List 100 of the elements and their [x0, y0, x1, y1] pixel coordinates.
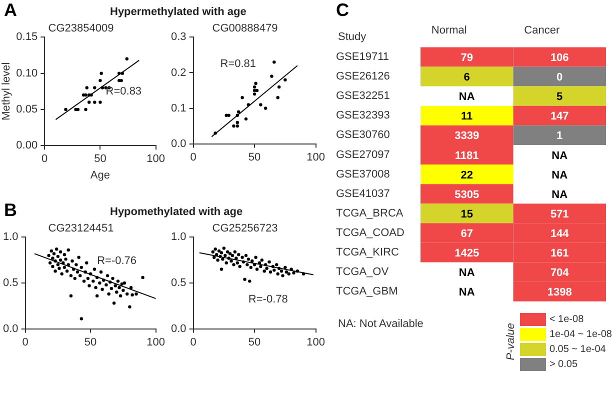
- point: [246, 103, 250, 106]
- point: [236, 114, 240, 117]
- point: [265, 266, 268, 270]
- text: A: [4, 0, 17, 21]
- point: [234, 256, 238, 260]
- data-label: 1: [556, 130, 563, 142]
- annotation: NA: [458, 267, 475, 280]
- point: [76, 108, 80, 112]
- x-tick-label: 0: [22, 336, 28, 348]
- y-tick-label: GSE32251: [336, 90, 390, 102]
- point: [248, 280, 252, 283]
- point: [64, 108, 68, 112]
- x-tick-label: 0: [190, 336, 196, 348]
- point: [270, 74, 274, 78]
- text: Hypomethylated with age: [110, 206, 243, 218]
- point: [264, 106, 268, 110]
- point: [254, 256, 258, 259]
- point: [276, 272, 280, 276]
- text: B: [4, 200, 17, 221]
- point: [220, 251, 224, 254]
- point: [280, 269, 284, 273]
- chart-title: CG00888479: [212, 22, 278, 35]
- point: [216, 258, 220, 262]
- y-tick-label: 0.3: [170, 31, 186, 44]
- text: C: [336, 0, 349, 21]
- point: [302, 272, 306, 276]
- point: [290, 268, 293, 271]
- point: [252, 92, 256, 96]
- point: [243, 278, 246, 281]
- point: [217, 249, 221, 253]
- point: [232, 263, 236, 266]
- point: [87, 93, 91, 97]
- text: Hypermethylated with age: [110, 6, 246, 18]
- y-tick-label: GSE26126: [336, 70, 390, 83]
- point: [82, 93, 86, 97]
- legend-label: < 1e-08: [549, 314, 584, 325]
- point: [84, 108, 88, 112]
- y-tick-label: 1.0: [2, 231, 18, 244]
- point: [98, 100, 102, 104]
- x-tick-label: Cancer: [524, 24, 560, 37]
- point: [118, 72, 121, 75]
- data-label: 704: [550, 267, 570, 280]
- annotation: R=0.83: [106, 86, 142, 98]
- point: [277, 266, 281, 270]
- point: [98, 78, 102, 82]
- point: [262, 269, 266, 273]
- data-label: 15: [460, 208, 473, 220]
- point: [276, 96, 280, 100]
- y-tick-label: GSE27097: [336, 148, 390, 161]
- data-label: 5: [556, 91, 563, 104]
- annotation: R=-0.76: [97, 255, 137, 268]
- point: [268, 270, 272, 274]
- x-tick-label: 50: [84, 336, 97, 348]
- point: [212, 256, 216, 259]
- point: [230, 259, 233, 263]
- y-tick-label: 0.00: [16, 140, 38, 152]
- y-tick-label: 0.0: [2, 322, 18, 335]
- x-tick-label: 100: [146, 153, 166, 166]
- x-tick-label: 50: [248, 151, 261, 164]
- legend-title: P-value: [505, 323, 518, 361]
- point: [224, 254, 227, 258]
- point: [240, 96, 244, 100]
- data-label: 3339: [454, 130, 480, 142]
- point: [100, 86, 104, 90]
- x-tick-label: 50: [248, 336, 261, 348]
- point: [271, 264, 275, 268]
- y-tick-label: GSE30760: [336, 129, 390, 142]
- data-label: 5305: [454, 188, 480, 201]
- legend-label: > 0.05: [549, 359, 578, 370]
- point: [222, 246, 226, 250]
- y-tick-label: 1.0: [170, 231, 186, 244]
- annotation: NA: [552, 150, 568, 162]
- point: [287, 272, 290, 276]
- y-tick-label: 0.10: [16, 67, 38, 80]
- point: [259, 103, 262, 106]
- data-label: 106: [550, 52, 569, 64]
- point: [218, 254, 222, 258]
- point: [292, 271, 296, 275]
- annotation: R=-0.78: [248, 294, 288, 306]
- legend-label: 0.05 ~ 1e-04: [549, 344, 606, 355]
- data-label: 1181: [454, 150, 479, 162]
- point: [237, 110, 240, 114]
- data-label: 67: [460, 228, 473, 240]
- point: [236, 124, 240, 128]
- point: [85, 86, 88, 90]
- point: [87, 100, 91, 104]
- point: [211, 250, 214, 254]
- point: [284, 270, 288, 274]
- data-label: 161: [550, 248, 569, 260]
- x-tick-label: 100: [306, 336, 326, 348]
- point: [259, 264, 262, 268]
- point: [284, 78, 287, 82]
- point: [255, 268, 259, 271]
- point: [238, 264, 242, 268]
- point: [252, 263, 256, 266]
- annotation: NA: [458, 91, 475, 104]
- data-label: 79: [460, 52, 473, 64]
- data-label: 1398: [547, 286, 572, 299]
- point: [244, 117, 248, 121]
- y-tick-label: TCGA_KIRC: [336, 246, 400, 259]
